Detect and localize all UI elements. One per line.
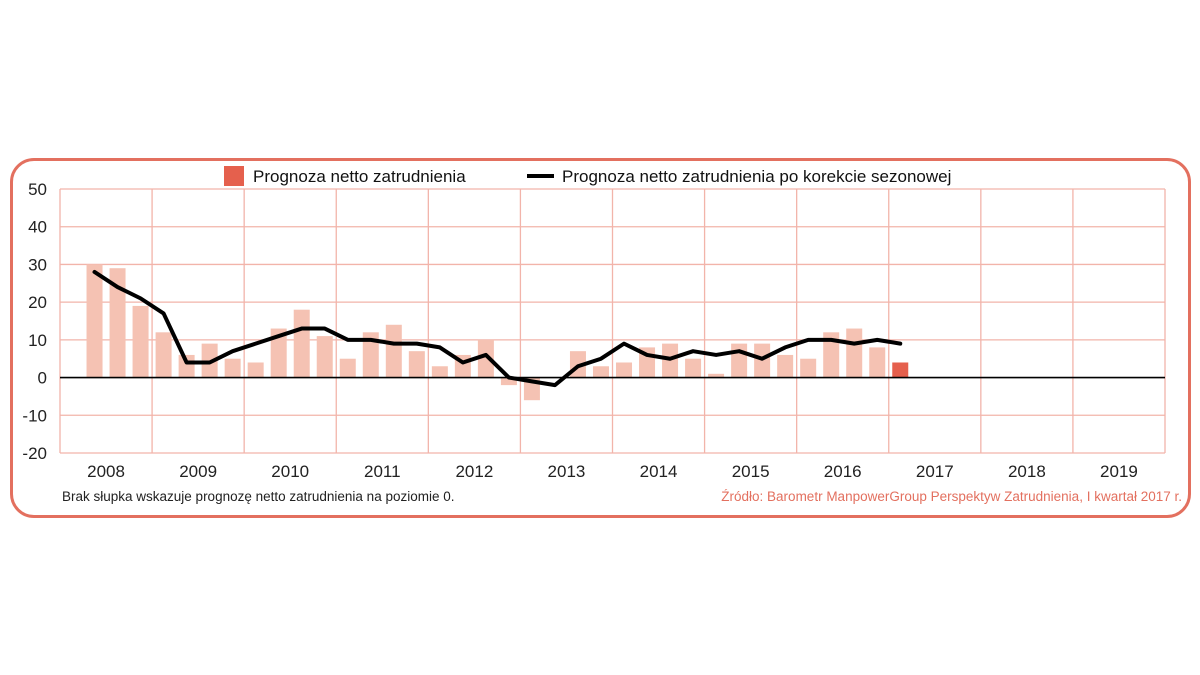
x-tick-label: 2017	[916, 462, 954, 481]
bar	[731, 343, 748, 378]
y-tick-label: 50	[28, 180, 47, 199]
bar	[892, 362, 909, 378]
legend-label-line: Prognoza netto zatrudnienia po korekcie …	[562, 167, 951, 186]
bars	[86, 264, 909, 401]
bar	[500, 377, 517, 386]
bar	[155, 332, 172, 378]
bar	[708, 373, 725, 378]
grid	[59, 188, 1166, 454]
bar	[316, 336, 333, 378]
bar	[385, 324, 402, 378]
chart-frame	[10, 158, 1191, 518]
y-tick-label: -10	[22, 406, 47, 425]
bar	[431, 366, 448, 378]
x-tick-label: 2016	[824, 462, 862, 481]
legend-label-bar: Prognoza netto zatrudnienia	[253, 167, 466, 186]
x-tick-label: 2012	[455, 462, 493, 481]
x-tick-label: 2008	[87, 462, 125, 481]
source-note: Źródło: Barometr ManpowerGroup Perspekty…	[721, 489, 1182, 504]
bar	[800, 358, 817, 378]
bar	[132, 305, 149, 378]
x-tick-label: 2011	[364, 462, 401, 481]
bar	[777, 354, 794, 378]
bar	[247, 362, 264, 378]
bar	[616, 362, 633, 378]
bar	[869, 347, 886, 378]
legend-swatch-bar	[224, 166, 244, 186]
x-tick-label: 2019	[1100, 462, 1138, 481]
line-series	[92, 269, 903, 388]
bar	[846, 328, 863, 378]
bar	[477, 339, 494, 378]
x-tick-label: 2013	[548, 462, 586, 481]
seasonally-adjusted-line	[92, 269, 903, 388]
bar	[823, 332, 840, 378]
y-tick-label: 30	[28, 255, 47, 274]
bar	[592, 366, 609, 378]
x-tick-label: 2010	[271, 462, 309, 481]
y-tick-label: -20	[22, 444, 47, 463]
bar	[685, 358, 702, 378]
x-tick-label: 2014	[640, 462, 678, 481]
bar	[224, 358, 241, 378]
x-tick-label: 2015	[732, 462, 770, 481]
y-tick-label: 40	[28, 218, 47, 237]
x-tick-label: 2018	[1008, 462, 1046, 481]
bar	[339, 358, 356, 378]
y-tick-label: 10	[28, 331, 47, 350]
y-tick-label: 0	[38, 369, 47, 388]
footnote: Brak słupka wskazuje prognozę netto zatr…	[62, 489, 455, 504]
bar	[293, 309, 310, 378]
legend: Prognoza netto zatrudnienia Prognoza net…	[224, 166, 951, 186]
y-tick-label: 20	[28, 293, 47, 312]
bar	[86, 264, 103, 378]
x-tick-label: 2009	[179, 462, 217, 481]
bar	[408, 351, 425, 378]
bar	[270, 328, 287, 378]
bar	[362, 332, 379, 378]
bar	[109, 268, 126, 378]
